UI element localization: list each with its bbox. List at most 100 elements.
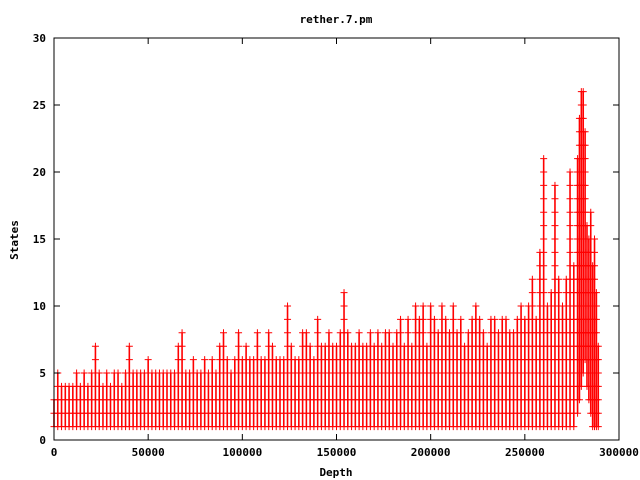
- data-column: [510, 329, 518, 431]
- data-column: [355, 329, 363, 431]
- data-point: [125, 356, 133, 364]
- data-column: [540, 155, 548, 431]
- data-point: [540, 262, 548, 270]
- data-column: [61, 382, 69, 431]
- data-column: [257, 356, 265, 431]
- data-point: [579, 101, 587, 109]
- data-column: [88, 369, 96, 431]
- y-tick-label: 10: [33, 300, 46, 313]
- data-point: [479, 329, 487, 337]
- data-point: [385, 329, 393, 337]
- data-point: [189, 356, 197, 364]
- data-point: [208, 356, 216, 364]
- data-column: [212, 369, 220, 431]
- data-column: [84, 382, 92, 431]
- data-point: [325, 329, 333, 337]
- data-point: [587, 222, 595, 230]
- data-column: [118, 382, 126, 431]
- data-point: [551, 262, 559, 270]
- data-column: [479, 329, 487, 431]
- axis-ticks: [53, 37, 620, 441]
- data-point: [551, 195, 559, 203]
- y-tick-label: 20: [33, 166, 46, 179]
- data-column: [344, 329, 352, 431]
- data-column: [329, 342, 337, 431]
- data-point: [517, 302, 525, 310]
- data-column: [231, 356, 239, 431]
- data-point: [551, 235, 559, 243]
- data-point: [592, 302, 600, 310]
- data-point: [594, 356, 602, 364]
- data-point: [581, 128, 589, 136]
- data-point: [457, 329, 465, 337]
- data-point: [220, 329, 227, 337]
- data-point: [344, 329, 352, 337]
- data-point: [555, 275, 563, 283]
- data-column: [555, 275, 563, 431]
- data-column: [336, 329, 344, 431]
- data-point: [91, 342, 99, 350]
- data-point: [540, 181, 548, 189]
- x-tick-label: 250000: [505, 446, 545, 459]
- data-point: [540, 248, 548, 256]
- data-column: [517, 302, 525, 431]
- data-column: [302, 329, 310, 431]
- data-point: [566, 248, 574, 256]
- data-point: [540, 289, 548, 297]
- data-point: [80, 369, 88, 377]
- data-point: [540, 208, 548, 216]
- data-column: [419, 302, 427, 431]
- data-column: [129, 369, 137, 431]
- data-column: [566, 168, 574, 431]
- data-point: [592, 315, 600, 323]
- x-tick-label: 100000: [222, 446, 262, 459]
- data-point: [397, 329, 405, 337]
- data-column: [434, 329, 442, 431]
- data-point: [125, 342, 133, 350]
- data-point: [591, 275, 599, 283]
- data-point: [594, 342, 602, 350]
- data-point: [419, 302, 427, 310]
- data-column: [220, 329, 227, 431]
- data-point: [235, 342, 243, 350]
- data-column: [189, 356, 197, 431]
- data-column: [291, 356, 299, 431]
- data-point: [592, 329, 600, 337]
- data-point: [355, 329, 363, 337]
- data-column: [438, 302, 446, 431]
- data-point: [302, 329, 310, 337]
- data-point: [366, 329, 374, 337]
- data-column: [144, 356, 152, 431]
- data-point: [95, 369, 103, 377]
- data-point: [566, 195, 574, 203]
- y-tick-label: 30: [33, 32, 46, 45]
- data-point: [551, 222, 559, 230]
- data-column: [412, 302, 420, 431]
- data-point: [570, 423, 578, 431]
- data-point: [314, 329, 322, 337]
- data-point: [476, 315, 484, 323]
- data-column: [76, 382, 84, 431]
- data-column: [163, 369, 171, 431]
- data-point: [287, 342, 295, 350]
- data-point: [528, 289, 536, 297]
- data-point: [438, 302, 446, 310]
- plot-marks: [50, 88, 602, 431]
- data-point: [551, 181, 559, 189]
- data-point: [540, 222, 548, 230]
- data-column: [276, 356, 284, 431]
- data-column: [178, 329, 186, 431]
- tick-labels: 0 50000 100000 150000 200000 250000 300000 0 5 10…: [33, 32, 639, 459]
- data-point: [253, 329, 261, 337]
- data-point: [397, 315, 405, 323]
- data-column: [536, 248, 544, 431]
- data-column: [446, 329, 453, 431]
- data-point: [419, 329, 427, 337]
- data-point: [449, 315, 457, 323]
- data-point: [201, 356, 209, 364]
- y-tick-label: 25: [33, 99, 46, 112]
- data-point: [566, 222, 574, 230]
- data-column: [528, 275, 536, 431]
- data-point: [253, 342, 261, 350]
